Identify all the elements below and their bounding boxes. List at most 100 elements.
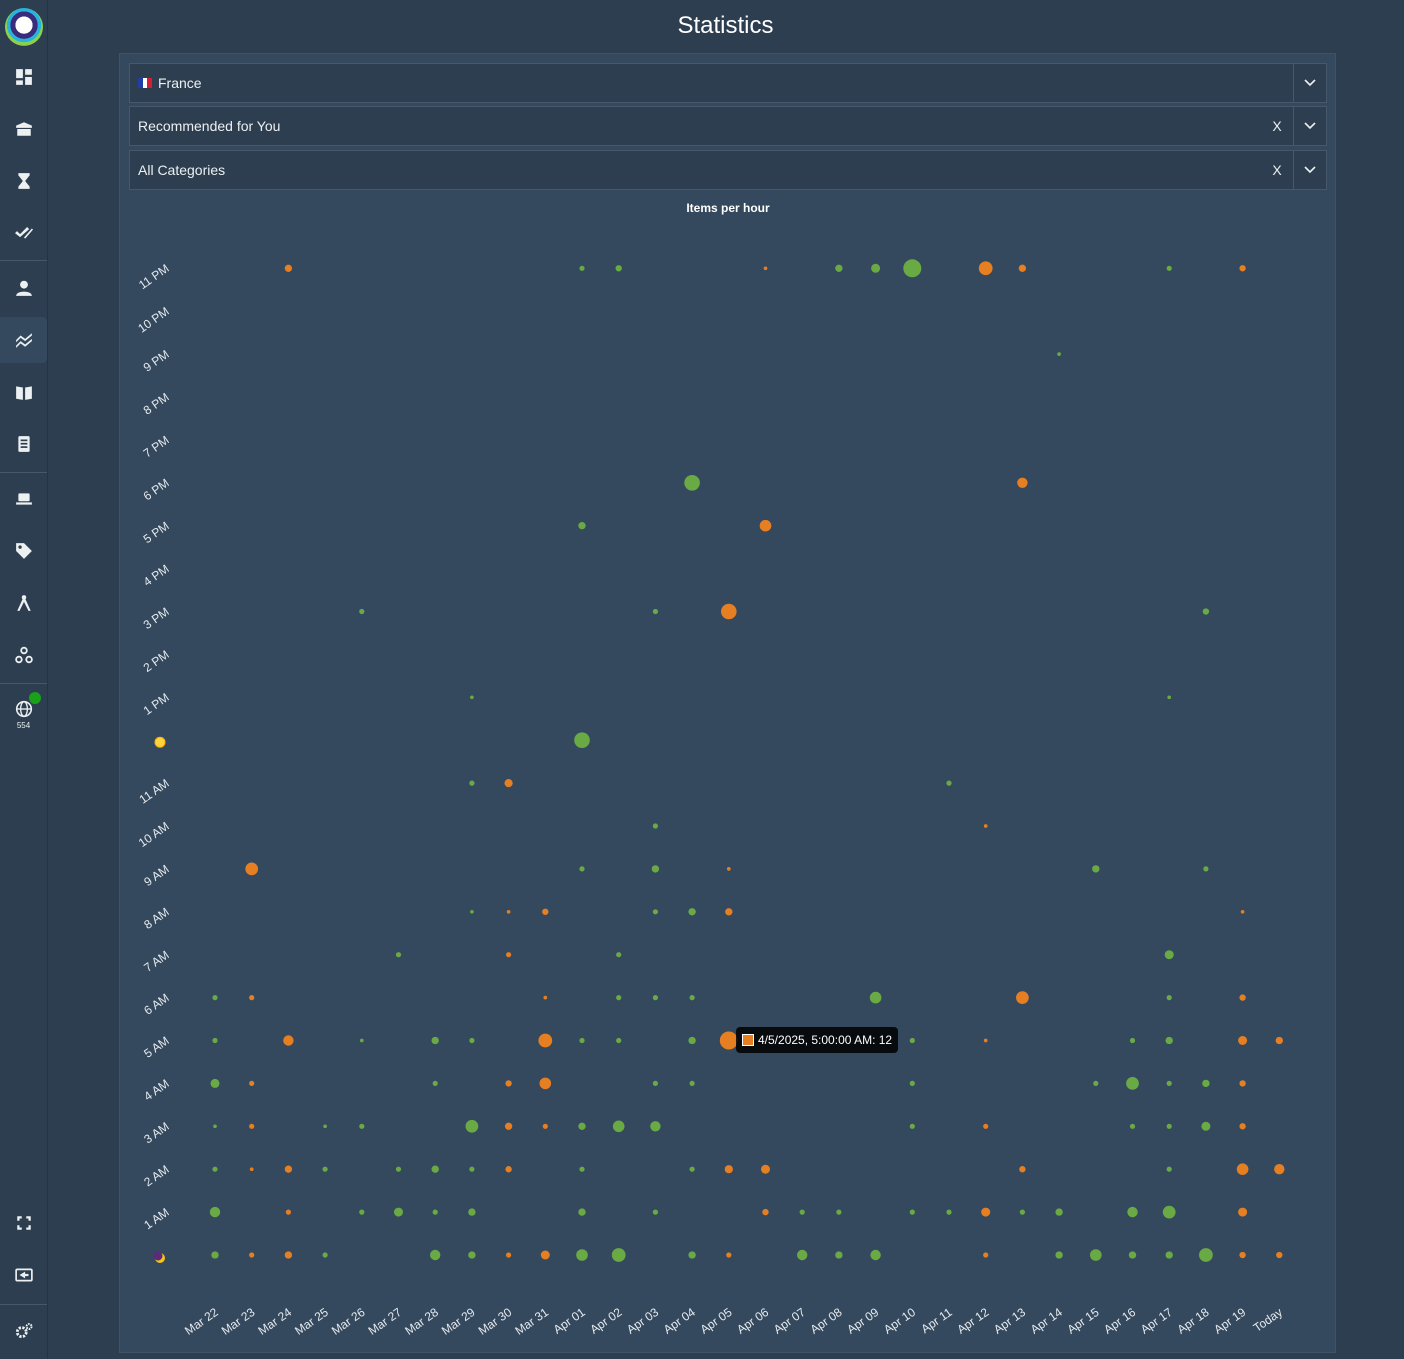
data-point[interactable] [1165,1036,1173,1045]
data-point[interactable] [1165,1251,1173,1259]
data-point[interactable] [212,1037,218,1044]
data-point[interactable] [245,862,259,876]
nav-webhooks[interactable] [0,632,47,678]
data-point[interactable] [1018,264,1027,272]
data-point[interactable] [323,1124,327,1129]
data-point[interactable] [505,1080,512,1087]
data-point[interactable] [506,909,511,914]
data-point[interactable] [725,908,733,916]
category-clear-button[interactable]: X [1272,162,1282,178]
nav-documents[interactable] [0,421,47,467]
data-point[interactable] [1166,1123,1172,1129]
data-point[interactable] [1162,1205,1176,1219]
data-point[interactable] [212,1166,218,1172]
nav-devices[interactable] [0,476,47,522]
data-point[interactable] [869,991,882,1004]
data-point[interactable] [1240,909,1245,914]
data-point[interactable] [946,780,952,786]
data-point[interactable] [1019,1166,1026,1173]
fullscreen-button[interactable] [0,1200,47,1246]
data-point[interactable] [1017,477,1028,488]
data-point[interactable] [539,1077,552,1090]
data-point[interactable] [542,1123,548,1129]
nav-network[interactable]: 554 [0,692,47,738]
data-point[interactable] [1093,1080,1099,1086]
data-point[interactable] [983,1123,989,1129]
data-point[interactable] [284,1251,293,1259]
nav-statistics[interactable] [0,317,47,363]
data-point[interactable] [322,1252,328,1258]
data-point[interactable] [470,695,474,700]
data-point[interactable] [1239,1123,1246,1130]
data-point[interactable] [1166,1080,1172,1086]
data-point[interactable] [505,1166,512,1173]
data-point[interactable] [903,259,922,278]
data-point[interactable] [1128,1251,1137,1259]
data-point[interactable] [981,1207,991,1217]
data-point[interactable] [909,1123,915,1129]
data-point[interactable] [836,1209,842,1215]
data-point[interactable] [616,1037,622,1044]
data-point[interactable] [689,995,695,1001]
data-point[interactable] [1167,695,1172,700]
data-point[interactable] [763,266,768,271]
data-point[interactable] [1236,1163,1249,1176]
data-point[interactable] [612,1120,625,1133]
data-point[interactable] [1203,866,1209,872]
data-point[interactable] [209,1206,221,1218]
data-point[interactable] [650,1121,661,1132]
data-point[interactable] [871,263,881,273]
data-point[interactable] [726,1252,732,1258]
data-point[interactable] [983,824,988,828]
category-select[interactable]: All Categories X [129,150,1327,190]
data-point[interactable] [1055,1251,1063,1259]
data-point[interactable] [909,1080,915,1086]
data-point[interactable] [468,1208,476,1216]
data-point[interactable] [249,1167,254,1172]
nav-tools[interactable] [0,580,47,626]
data-point[interactable] [1016,991,1029,1004]
data-point[interactable] [688,1251,696,1259]
data-point[interactable] [465,1119,479,1133]
data-point[interactable] [1202,1079,1210,1088]
data-point[interactable] [431,1036,439,1045]
data-point[interactable] [468,1251,476,1259]
data-point[interactable] [432,1080,438,1086]
data-point[interactable] [469,1166,475,1172]
data-point[interactable] [543,995,548,1000]
app-logo[interactable] [5,8,43,46]
data-point[interactable] [579,1166,585,1172]
data-point[interactable] [684,475,700,491]
data-point[interactable] [540,1250,550,1260]
data-point[interactable] [213,1124,217,1129]
data-point[interactable] [651,865,660,873]
data-point[interactable] [611,1248,626,1262]
data-point[interactable] [616,952,622,958]
data-point[interactable] [1202,608,1210,615]
feed-clear-button[interactable]: X [1272,118,1282,134]
data-point[interactable] [721,603,737,620]
data-point[interactable] [688,908,696,916]
nav-pending[interactable] [0,158,47,204]
data-point[interactable] [1239,994,1246,1001]
data-point[interactable] [538,1033,553,1048]
data-point[interactable] [909,1209,915,1215]
data-point[interactable] [1164,950,1174,960]
data-point[interactable] [249,995,255,1001]
data-point[interactable] [431,1165,439,1173]
data-point[interactable] [759,519,772,532]
data-point[interactable] [1166,1166,1172,1172]
logout-button[interactable] [0,1252,47,1298]
data-point[interactable] [249,1123,255,1129]
data-point[interactable] [578,522,586,530]
data-point[interactable] [1239,265,1246,272]
feed-dropdown-toggle[interactable] [1293,107,1326,145]
nav-tags[interactable] [0,528,47,574]
data-point[interactable] [576,1249,588,1261]
data-point[interactable] [1238,1036,1248,1045]
data-point[interactable] [359,1209,365,1215]
data-point[interactable] [578,1122,586,1130]
data-point[interactable] [284,264,293,272]
data-point[interactable] [797,1249,808,1261]
data-point[interactable] [249,1252,255,1258]
